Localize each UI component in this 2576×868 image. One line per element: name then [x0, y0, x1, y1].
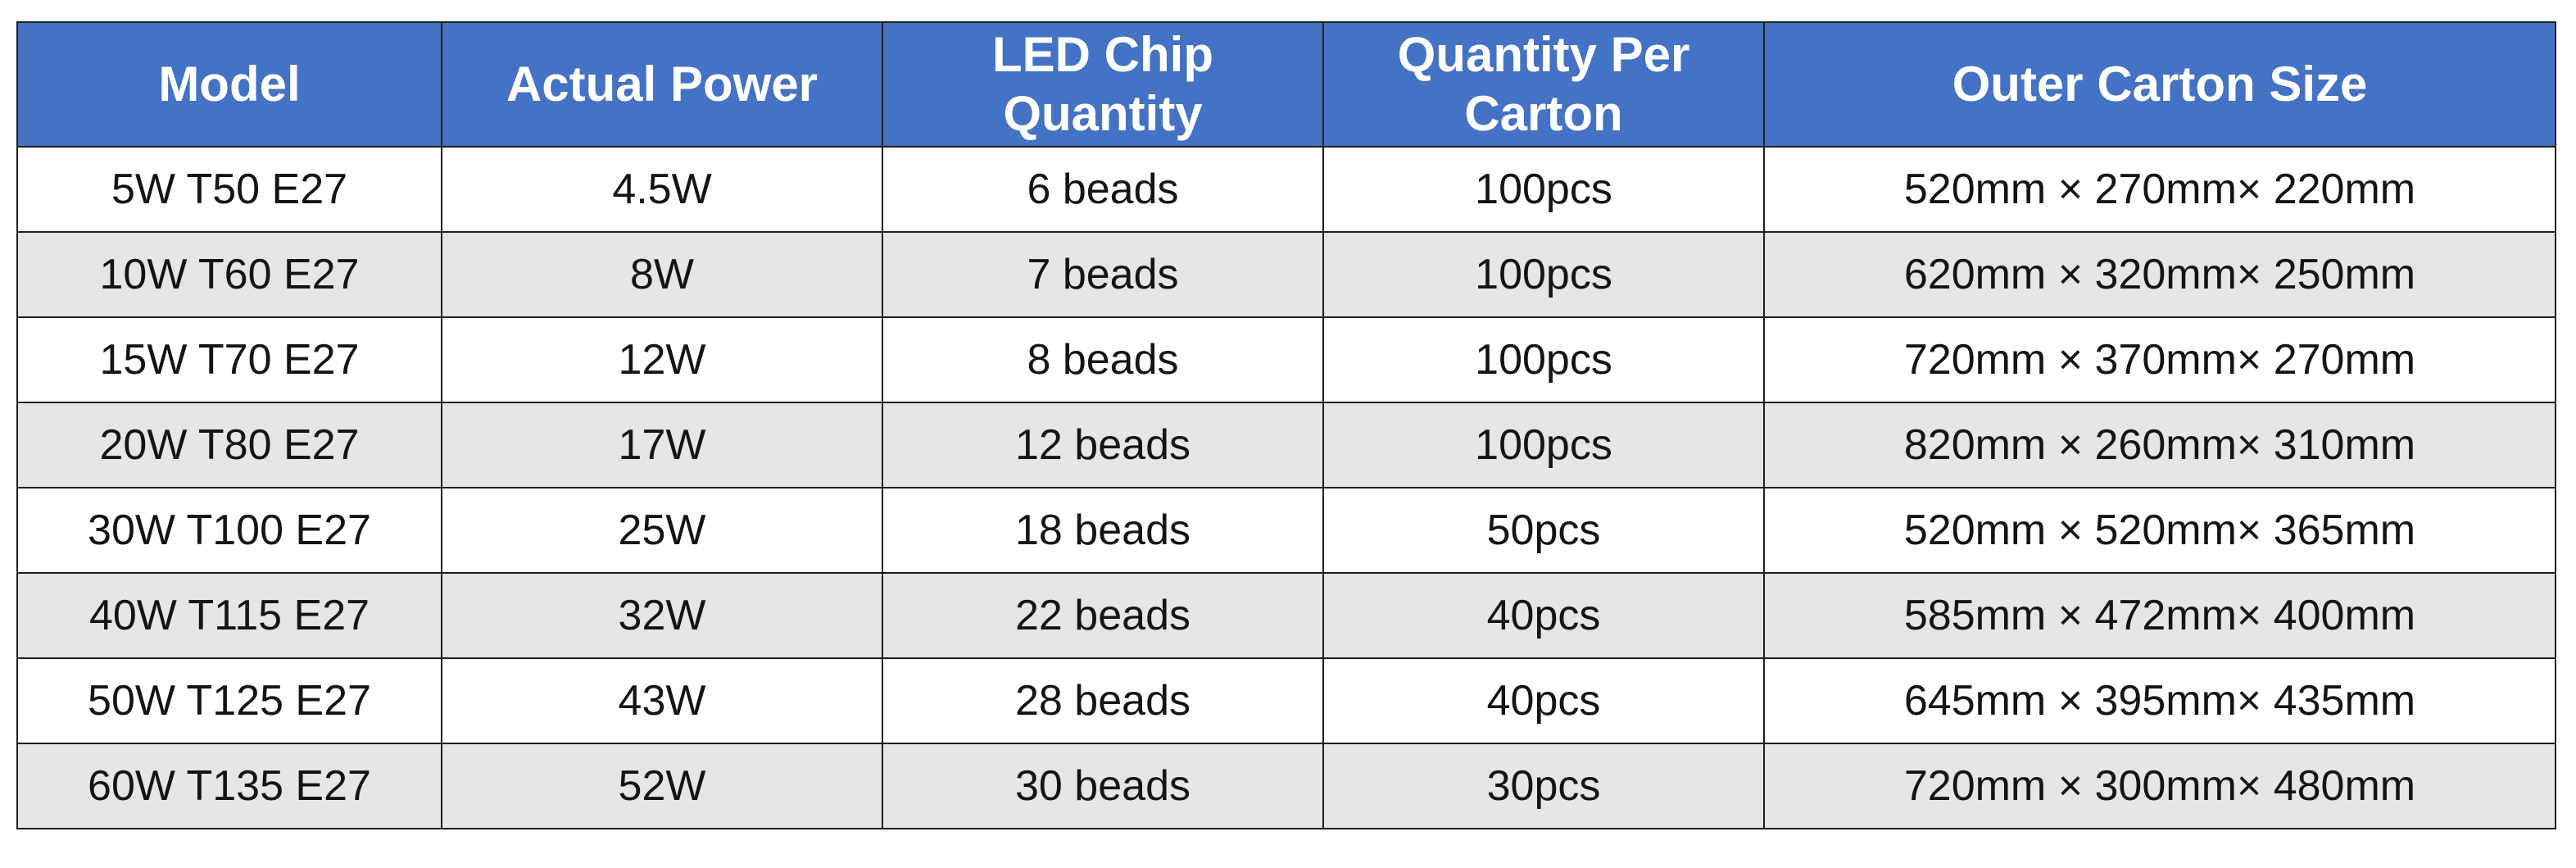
cell-led-chip-quantity: 6 beads — [882, 146, 1324, 233]
cell-actual-power: 4.5W — [441, 146, 883, 233]
cell-actual-power: 8W — [441, 231, 883, 318]
cell-led-chip-quantity: 7 beads — [882, 231, 1324, 318]
cell-actual-power: 32W — [441, 572, 883, 659]
cell-actual-power: 25W — [441, 487, 883, 574]
cell-quantity-per-carton: 100pcs — [1322, 146, 1765, 233]
table-row: 40W T115 E27 32W 22 beads 40pcs 585mm × … — [16, 572, 2556, 659]
cell-outer-carton-size: 520mm × 520mm× 365mm — [1763, 487, 2556, 574]
cell-model: 20W T80 E27 — [16, 402, 442, 489]
header-led-chip-quantity-line-2: Quantity — [1003, 86, 1203, 141]
cell-led-chip-quantity: 8 beads — [882, 316, 1324, 403]
cell-led-chip-quantity: 28 beads — [882, 657, 1324, 744]
cell-model: 60W T135 E27 — [16, 743, 442, 829]
cell-quantity-per-carton: 100pcs — [1322, 231, 1765, 318]
table-row: 60W T135 E27 52W 30 beads 30pcs 720mm × … — [16, 743, 2556, 829]
table-row: 30W T100 E27 25W 18 beads 50pcs 520mm × … — [16, 487, 2556, 574]
cell-outer-carton-size: 620mm × 320mm× 250mm — [1763, 231, 2556, 318]
cell-outer-carton-size: 645mm × 395mm× 435mm — [1763, 657, 2556, 744]
cell-quantity-per-carton: 100pcs — [1322, 316, 1765, 403]
cell-model: 30W T100 E27 — [16, 487, 442, 574]
header-model: Model — [16, 21, 442, 148]
cell-outer-carton-size: 820mm × 260mm× 310mm — [1763, 402, 2556, 489]
header-led-chip-quantity-line-1: LED Chip — [992, 27, 1213, 82]
table-row: 10W T60 E27 8W 7 beads 100pcs 620mm × 32… — [16, 231, 2556, 318]
cell-actual-power: 43W — [441, 657, 883, 744]
specification-table: Model Actual Power LED Chip Quantity Qua… — [16, 21, 2556, 829]
table-row: 15W T70 E27 12W 8 beads 100pcs 720mm × 3… — [16, 316, 2556, 403]
cell-outer-carton-size: 720mm × 370mm× 270mm — [1763, 316, 2556, 403]
cell-model: 50W T125 E27 — [16, 657, 442, 744]
cell-outer-carton-size: 720mm × 300mm× 480mm — [1763, 743, 2556, 829]
header-row: Model Actual Power LED Chip Quantity Qua… — [16, 21, 2556, 148]
cell-led-chip-quantity: 12 beads — [882, 402, 1324, 489]
cell-model: 15W T70 E27 — [16, 316, 442, 403]
header-quantity-per-carton: Quantity Per Carton — [1322, 21, 1765, 148]
cell-led-chip-quantity: 30 beads — [882, 743, 1324, 829]
header-quantity-per-carton-line-1: Quantity Per — [1397, 27, 1690, 82]
cell-quantity-per-carton: 50pcs — [1322, 487, 1765, 574]
cell-quantity-per-carton: 100pcs — [1322, 402, 1765, 489]
header-actual-power: Actual Power — [441, 21, 883, 148]
cell-quantity-per-carton: 40pcs — [1322, 572, 1765, 659]
cell-outer-carton-size: 585mm × 472mm× 400mm — [1763, 572, 2556, 659]
cell-actual-power: 12W — [441, 316, 883, 403]
cell-quantity-per-carton: 30pcs — [1322, 743, 1765, 829]
cell-model: 10W T60 E27 — [16, 231, 442, 318]
cell-led-chip-quantity: 18 beads — [882, 487, 1324, 574]
cell-quantity-per-carton: 40pcs — [1322, 657, 1765, 744]
table-row: 5W T50 E27 4.5W 6 beads 100pcs 520mm × 2… — [16, 146, 2556, 233]
cell-actual-power: 52W — [441, 743, 883, 829]
cell-led-chip-quantity: 22 beads — [882, 572, 1324, 659]
table-row: 50W T125 E27 43W 28 beads 40pcs 645mm × … — [16, 657, 2556, 744]
cell-outer-carton-size: 520mm × 270mm× 220mm — [1763, 146, 2556, 233]
header-outer-carton-size: Outer Carton Size — [1763, 21, 2556, 148]
cell-actual-power: 17W — [441, 402, 883, 489]
cell-model: 5W T50 E27 — [16, 146, 442, 233]
table-row: 20W T80 E27 17W 12 beads 100pcs 820mm × … — [16, 402, 2556, 489]
cell-model: 40W T115 E27 — [16, 572, 442, 659]
header-quantity-per-carton-line-2: Carton — [1464, 86, 1623, 141]
header-led-chip-quantity: LED Chip Quantity — [882, 21, 1324, 148]
